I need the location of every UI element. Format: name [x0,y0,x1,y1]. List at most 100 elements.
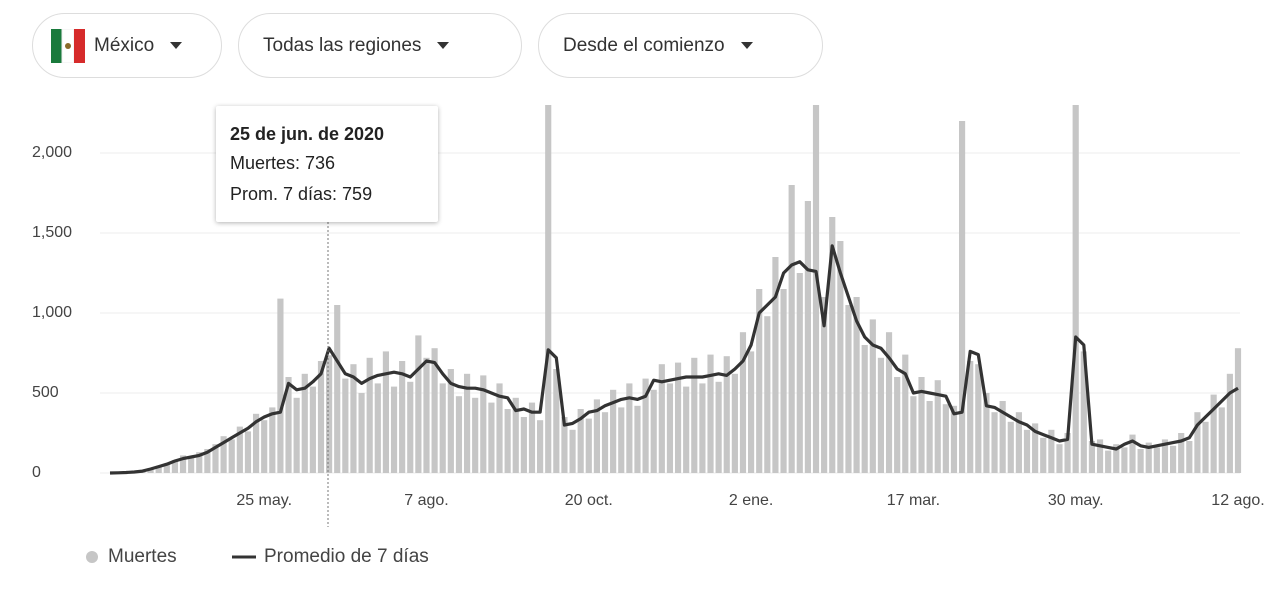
bar [261,420,268,473]
bar [707,354,714,473]
bar [407,381,414,473]
bar [512,397,519,473]
region-select[interactable]: Todas las regiones [238,13,522,78]
bar [1032,423,1039,473]
bar [220,436,227,473]
bar [439,383,446,473]
bar [983,393,990,473]
bar [179,455,187,473]
y-tick-label: 1,500 [32,224,72,241]
bar [537,420,544,473]
bar [1178,433,1185,473]
x-tick-label: 17 mar. [887,492,940,509]
bar [967,361,974,473]
bar [959,121,966,473]
bar [342,378,349,473]
x-tick-label: 20 oct. [565,492,613,509]
bar [764,316,771,473]
bar [545,105,552,473]
bar [674,362,682,473]
bar [1113,444,1120,473]
bar [171,460,179,473]
period-select[interactable]: Desde el comienzo [538,13,823,78]
legend-label: Promedio de 7 días [264,546,429,567]
bar [399,361,406,473]
bar [366,357,373,473]
bar [869,319,876,473]
bar [1202,421,1209,473]
bar [715,381,722,473]
bar [991,412,998,473]
bar [731,373,738,473]
country-select[interactable]: México [32,13,222,78]
bar [723,356,730,473]
bar [1064,433,1071,473]
bar [796,273,803,473]
bar [131,471,138,473]
bar [885,332,893,473]
bar [212,444,219,473]
tooltip: 25 de jun. de 2020 Muertes: 736 Prom. 7 … [216,106,438,222]
bar [326,355,333,473]
bar [553,369,560,473]
bar [1048,429,1055,473]
bar [812,105,820,473]
bar [496,383,503,473]
bar [1105,450,1112,473]
bar [950,405,958,473]
bar [520,417,527,473]
x-tick-label: 25 may. [236,492,292,509]
bar [650,389,657,473]
bar [902,354,909,473]
bar [845,305,852,473]
bar [942,404,949,473]
bar [1226,373,1233,473]
bar [910,396,917,473]
bar [877,357,885,473]
tooltip-date: 25 de jun. de 2020 [230,124,385,144]
bar [894,377,901,473]
bar [739,332,747,473]
bar [634,405,641,473]
bar [821,297,828,473]
bar [1072,105,1079,473]
bar [415,335,422,473]
bar [1169,445,1177,473]
bar [423,357,430,473]
bar [601,412,609,473]
bar [1194,412,1201,473]
x-tick-label: 7 ago. [404,492,448,509]
legend-label: Muertes [108,546,177,567]
bar [699,383,706,473]
bar [147,468,154,473]
bar [780,289,787,473]
bar [585,418,592,473]
bar [504,409,511,473]
bar [829,217,836,473]
bar [204,449,211,473]
avg-line [109,244,1239,475]
bar [374,383,381,473]
bar [382,351,389,473]
bar [317,361,325,473]
bar [1023,429,1031,473]
x-tick-label: 12 ago. [1211,492,1264,509]
tooltip-line: Muertes: 736 [230,153,336,173]
bar [163,463,170,473]
bar [455,396,463,473]
bar [853,297,860,473]
country-label: México [94,34,155,56]
bar [472,397,479,473]
bar [1096,439,1104,473]
bar [236,426,243,473]
bar [788,185,795,473]
y-tick-label: 0 [32,464,41,481]
bar [1234,348,1242,473]
bar [285,377,292,473]
bar [804,201,811,473]
y-tick-label: 1,000 [32,304,72,321]
bar [269,407,276,473]
bar [1210,394,1217,473]
bar [358,393,365,473]
